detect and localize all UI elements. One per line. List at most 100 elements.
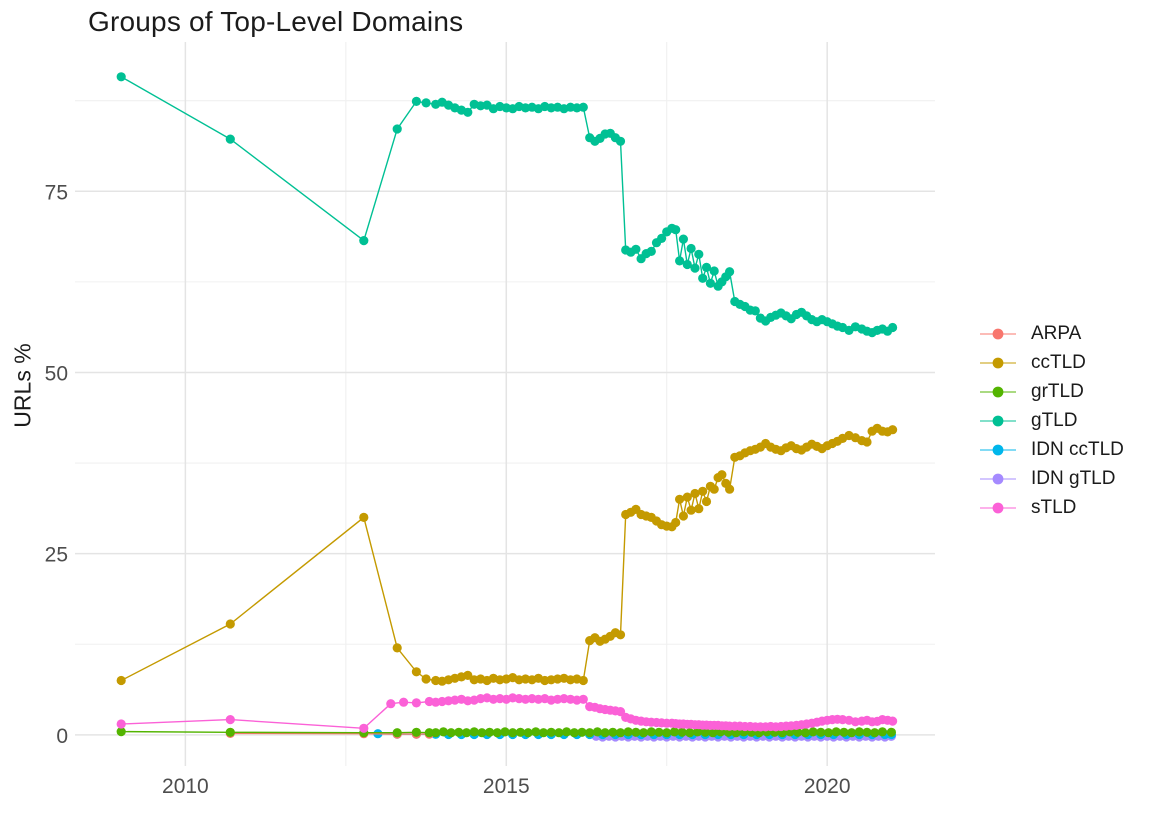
data-point	[808, 727, 818, 737]
data-point	[701, 496, 712, 507]
axis-tick-labels: 0 25 50 75 2010 2015 2020	[45, 181, 851, 798]
data-point	[531, 727, 541, 737]
legend-key-icon	[980, 444, 1016, 455]
data-point	[646, 727, 656, 737]
data-point	[657, 233, 667, 243]
data-point	[678, 511, 689, 521]
data-point	[461, 728, 472, 738]
gridlines-major	[75, 42, 935, 766]
data-point	[446, 728, 456, 738]
data-point	[116, 719, 126, 729]
data-point	[386, 699, 396, 709]
legend-key-icon	[980, 473, 1016, 484]
data-point	[831, 727, 841, 737]
data-point	[421, 98, 431, 108]
data-point	[421, 674, 431, 684]
data-point	[639, 728, 649, 738]
data-point	[431, 728, 441, 738]
data-point	[577, 727, 587, 737]
data-point	[615, 728, 626, 738]
x-tick-label: 2020	[804, 775, 851, 798]
data-point	[523, 728, 533, 738]
legend-item-IDN-ccTLD: IDN ccTLD	[978, 435, 1124, 464]
data-point	[578, 694, 588, 704]
data-point	[669, 727, 680, 737]
data-point	[631, 727, 641, 737]
data-point	[359, 236, 369, 246]
data-point	[359, 723, 369, 733]
data-point	[116, 72, 126, 82]
legend-item-grTLD: grTLD	[978, 377, 1124, 406]
data-point	[578, 675, 588, 686]
data-point	[438, 727, 448, 737]
data-point	[685, 728, 695, 738]
data-point	[538, 728, 549, 738]
data-point	[675, 256, 685, 266]
data-point	[694, 504, 704, 514]
data-point	[701, 262, 712, 272]
data-point	[392, 643, 402, 653]
data-point	[500, 727, 510, 737]
data-point	[424, 728, 434, 738]
data-point	[692, 727, 703, 737]
data-point	[508, 728, 518, 738]
data-point	[862, 727, 872, 737]
legend-item-ARPA: ARPA	[978, 319, 1124, 348]
data-point	[116, 727, 126, 737]
data-point	[694, 249, 704, 259]
data-point	[862, 437, 872, 447]
legend-label: IDN gTLD	[1031, 467, 1116, 489]
legend-item-IDN-gTLD: IDN gTLD	[978, 464, 1124, 493]
data-point	[411, 698, 421, 708]
y-tick-label: 25	[45, 544, 68, 567]
data-point	[886, 727, 897, 737]
data-point	[654, 727, 664, 737]
data-point	[225, 619, 235, 629]
data-point	[615, 136, 626, 146]
legend: ARPA ccTLD grTLD gTLD IDN ccTLD IDN gTLD sTLD	[978, 319, 1124, 522]
legend-key-icon	[980, 386, 1016, 397]
data-point	[671, 517, 681, 528]
data-point	[116, 675, 126, 686]
data-point	[686, 505, 696, 515]
data-point	[569, 728, 579, 738]
data-point	[646, 246, 656, 256]
x-tick-label: 2010	[162, 775, 209, 798]
data-point	[888, 716, 898, 726]
data-point	[888, 425, 898, 435]
series-gTLD	[116, 72, 898, 338]
data-point	[623, 727, 633, 737]
data-point	[225, 134, 235, 144]
series-sTLD	[116, 693, 898, 733]
gridlines-minor	[75, 42, 935, 766]
series-ccTLD	[116, 423, 898, 686]
y-axis-title: URLs %	[9, 343, 36, 428]
data-point	[515, 727, 526, 737]
legend-key-icon	[980, 502, 1016, 513]
data-point	[705, 278, 716, 288]
data-point	[631, 244, 641, 254]
y-tick-label: 0	[56, 725, 68, 748]
data-point	[600, 728, 610, 738]
data-point	[469, 727, 479, 737]
data-point	[411, 727, 421, 737]
data-point	[671, 225, 681, 235]
legend-label: ccTLD	[1031, 351, 1086, 373]
data-point	[793, 727, 803, 737]
data-point	[816, 727, 826, 737]
data-point	[454, 727, 464, 737]
data-point	[725, 267, 735, 277]
x-tick-label: 2015	[483, 775, 530, 798]
data-point	[592, 727, 603, 737]
data-point	[870, 728, 880, 738]
data-point	[700, 727, 710, 737]
data-point	[608, 727, 618, 737]
data-point	[690, 263, 700, 273]
data-point	[392, 124, 402, 134]
data-point	[677, 727, 687, 737]
data-point	[877, 727, 888, 737]
y-tick-label: 50	[45, 362, 68, 385]
legend-item-sTLD: sTLD	[978, 493, 1124, 522]
data-point	[578, 102, 588, 112]
